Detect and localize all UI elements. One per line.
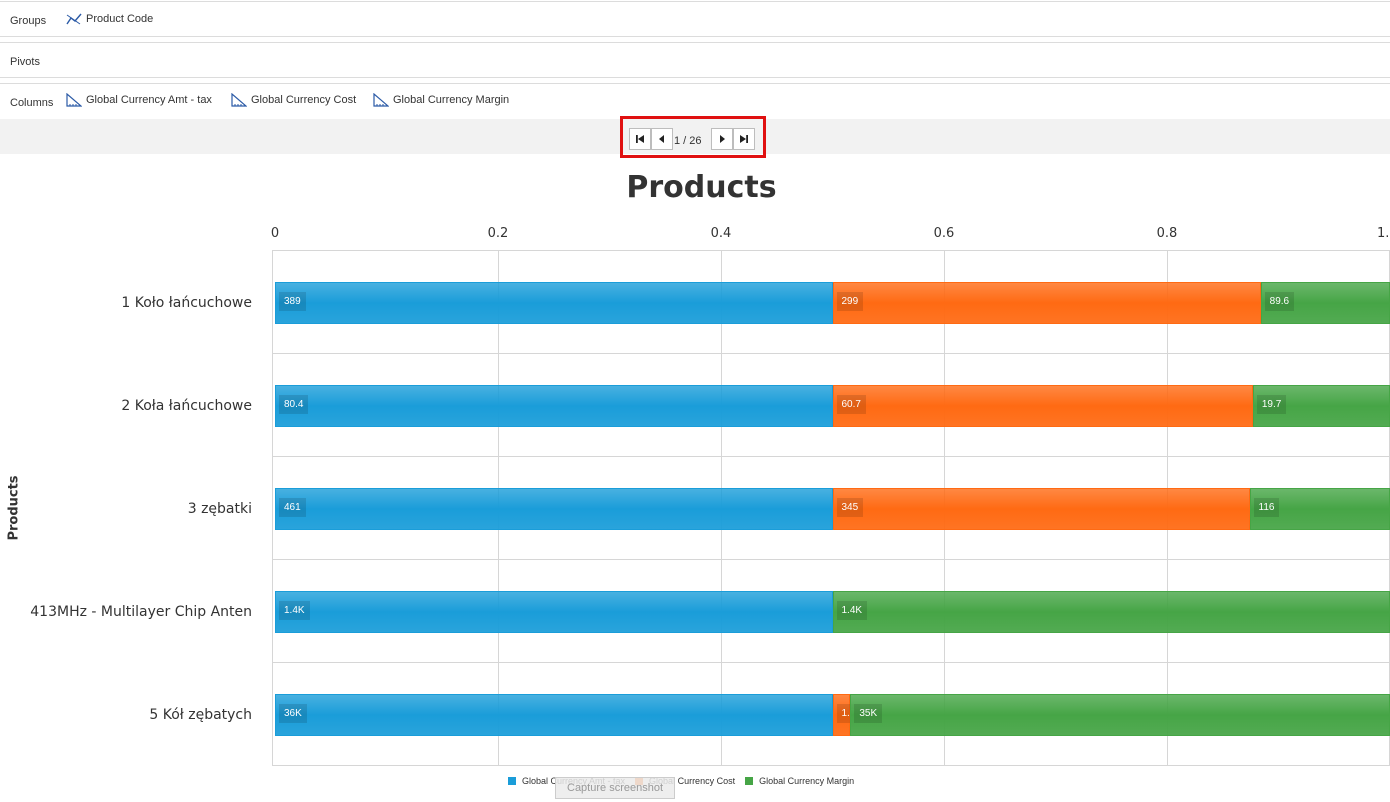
x-gridline <box>272 250 273 765</box>
next-page-button[interactable] <box>711 128 733 150</box>
ruler-icon <box>66 93 82 107</box>
y-gridline <box>272 765 1390 766</box>
bar-segment[interactable] <box>1252 384 1390 427</box>
bar-segment[interactable] <box>1260 281 1390 324</box>
column-chip-label: Global Currency Cost <box>251 94 357 106</box>
bar-segment[interactable] <box>832 590 1390 633</box>
y-tick-label: 2 Koła łańcuchowe <box>121 397 252 414</box>
legend-label: Global Currency Margin <box>759 776 855 786</box>
column-chip-amt-tax[interactable]: Global Currency Amt - tax <box>66 93 212 107</box>
capture-screenshot-button[interactable]: Capture screenshot <box>555 777 675 799</box>
data-label: 389 <box>279 291 306 311</box>
column-chip-label: Global Currency Amt - tax <box>86 94 212 106</box>
ruler-icon <box>231 93 247 107</box>
bar-segment[interactable] <box>850 693 1390 736</box>
y-gridline <box>272 353 1390 354</box>
data-label: 35K <box>854 703 883 723</box>
column-chip-cost[interactable]: Global Currency Cost <box>231 93 356 107</box>
previous-page-button[interactable] <box>651 128 673 150</box>
first-page-icon <box>636 135 644 143</box>
data-label: 299 <box>836 291 864 311</box>
bar-segment[interactable] <box>275 487 833 530</box>
legend-item-margin[interactable]: Global Currency Margin <box>745 776 854 786</box>
bar-segment[interactable] <box>832 693 851 736</box>
chart-title: Products <box>626 170 777 205</box>
legend-label: Global Currency Cost <box>649 776 736 786</box>
first-page-button[interactable] <box>629 128 651 150</box>
next-page-icon <box>720 135 725 143</box>
data-label: 60.7 <box>836 394 866 414</box>
bar-segment[interactable] <box>275 693 833 736</box>
last-page-button[interactable] <box>733 128 755 150</box>
data-label: 116 <box>1253 497 1280 517</box>
data-label: 36K <box>279 703 307 723</box>
y-gridline <box>272 662 1390 663</box>
data-label: 345 <box>836 497 864 517</box>
bar-segment[interactable] <box>1249 487 1390 530</box>
y-axis-title: Products <box>6 475 22 541</box>
y-tick-label: 3 zębatki <box>187 500 252 517</box>
column-chip-label: Global Currency Margin <box>393 94 510 106</box>
previous-page-icon <box>659 135 664 143</box>
x-tick-label: 0.4 <box>710 226 732 241</box>
y-gridline <box>272 559 1390 560</box>
y-gridline <box>272 250 1390 251</box>
data-label: 80.4 <box>279 394 309 414</box>
pager-highlight <box>620 116 766 158</box>
bar-segment[interactable] <box>275 281 833 324</box>
x-tick-label: 0 <box>270 226 280 241</box>
legend-swatch <box>508 777 516 785</box>
data-label: 19.7 <box>1256 394 1287 414</box>
y-tick-label: 1 Koło łańcuchowe <box>121 294 252 311</box>
data-label: 1.4K <box>836 600 868 620</box>
x-tick-label: 0.6 <box>933 226 955 241</box>
column-chip-margin[interactable]: Global Currency Margin <box>373 93 509 107</box>
x-tick-label: 1. <box>1377 226 1390 241</box>
y-tick-label: 5 Kół zębatych <box>149 706 252 723</box>
data-label: 1.4K <box>279 600 310 620</box>
page-indicator: 1 / 26 <box>674 135 702 147</box>
x-tick-label: 0.8 <box>1156 226 1178 241</box>
columns-row: Columns Global Currency Amt - tax Global… <box>0 83 1390 120</box>
pivots-row: Pivots <box>0 42 1390 78</box>
group-chip-label: Product Code <box>86 13 154 25</box>
pager-band <box>0 119 1390 154</box>
bar-segment[interactable] <box>832 487 1250 530</box>
bar-segment[interactable] <box>275 384 833 427</box>
columns-label: Columns <box>10 97 54 109</box>
bar-segment[interactable] <box>832 384 1253 427</box>
y-gridline <box>272 456 1390 457</box>
bar-segment[interactable] <box>275 590 833 633</box>
groups-label: Groups <box>10 15 47 27</box>
bar-segment[interactable] <box>832 281 1261 324</box>
pivots-label: Pivots <box>10 56 40 68</box>
groups-row: Groups Product Code <box>0 1 1390 37</box>
group-chip-product-code[interactable]: Product Code <box>66 12 153 26</box>
y-tick-label: 413MHz - Multilayer Chip Anten <box>30 603 252 620</box>
legend-swatch <box>745 777 754 785</box>
ruler-icon <box>373 93 389 107</box>
line-chart-icon <box>66 13 82 25</box>
x-tick-label: 0.2 <box>487 226 509 241</box>
data-label: 461 <box>279 497 306 517</box>
data-label: 89.6 <box>1264 291 1295 311</box>
last-page-icon <box>740 135 748 143</box>
